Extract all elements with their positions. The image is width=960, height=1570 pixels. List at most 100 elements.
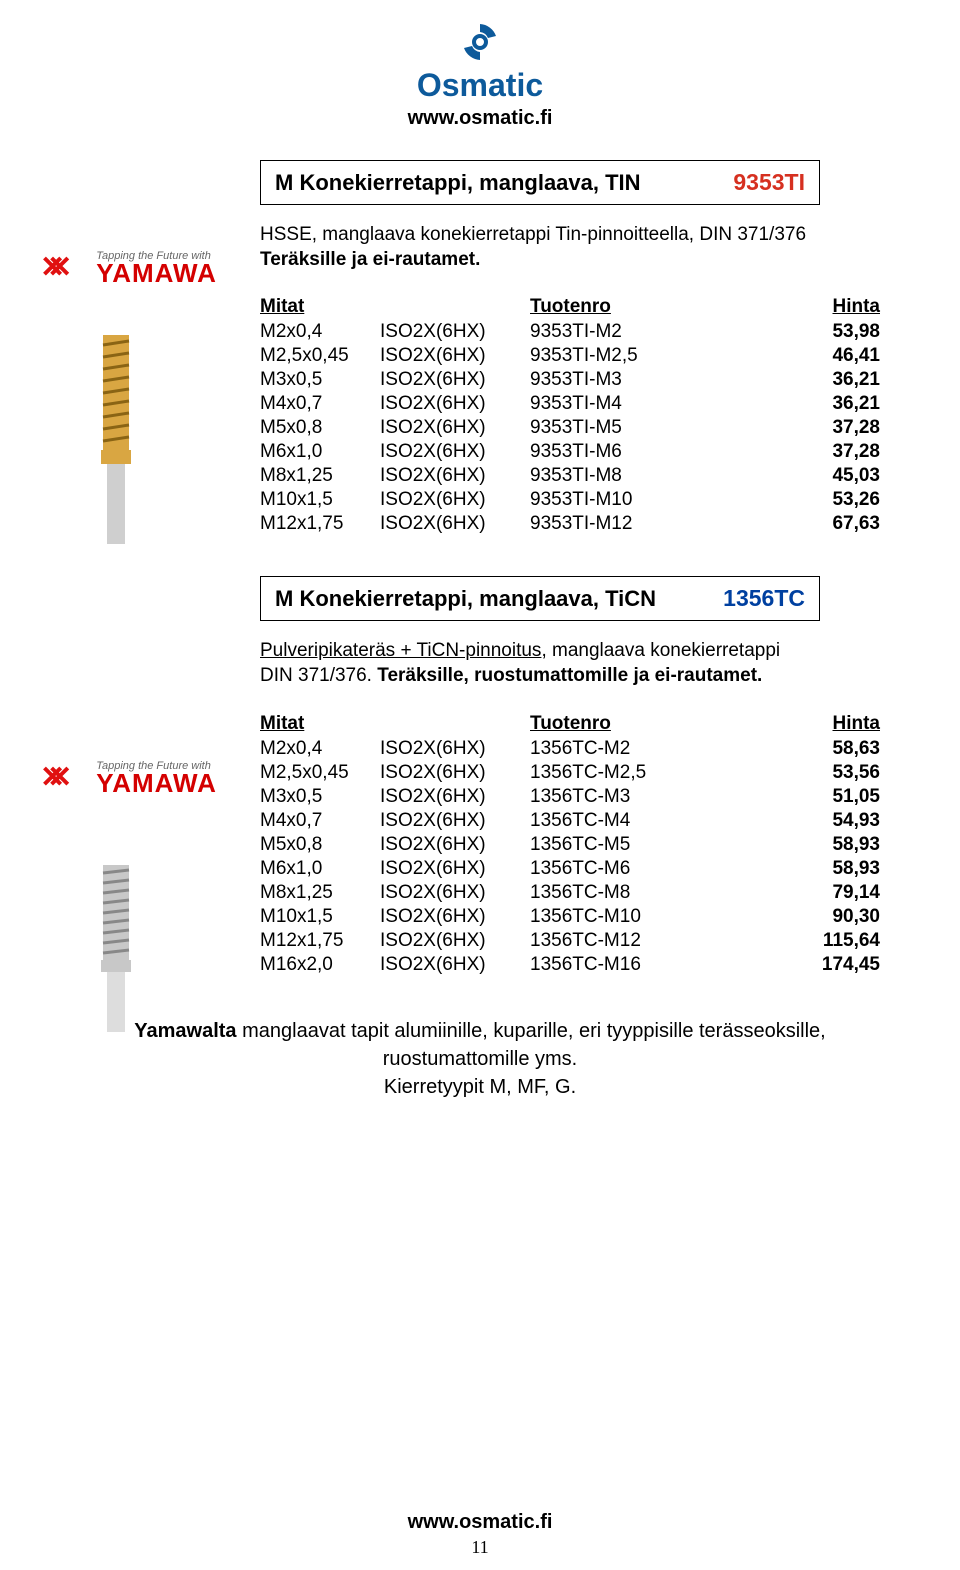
table-cell: M16x2,0 <box>260 953 380 977</box>
table-cell: M5x0,8 <box>260 416 380 440</box>
table-cell: 51,05 <box>720 785 880 809</box>
section1-description: HSSE, manglaava konekierretappi Tin-pinn… <box>260 223 880 272</box>
table-cell: 67,63 <box>720 512 880 536</box>
table-row: M12x1,75ISO2X(6HX)1356TC-M12115,64 <box>260 929 880 953</box>
section2-content: Pulveripikateräs + TiCN-pinnoitus, mangl… <box>260 639 880 976</box>
table-cell: ISO2X(6HX) <box>380 416 530 440</box>
table-cell: 9353TI-M8 <box>530 464 720 488</box>
table-cell: ISO2X(6HX) <box>380 512 530 536</box>
osmatic-swirl-icon <box>458 20 502 64</box>
table-cell: 46,41 <box>720 344 880 368</box>
section2-desc-after: , manglaava konekierretappi <box>541 640 780 661</box>
table-cell: ISO2X(6HX) <box>380 881 530 905</box>
section2-desc-l2a: DIN 371/376. <box>260 665 377 686</box>
table-cell: 1356TC-M2 <box>530 737 720 761</box>
table-cell: 9353TI-M4 <box>530 392 720 416</box>
table-cell: 9353TI-M2,5 <box>530 344 720 368</box>
table-row: M5x0,8ISO2X(6HX)1356TC-M558,93 <box>260 833 880 857</box>
table-header: Hinta <box>720 711 880 737</box>
footer-lead: Yamawalta <box>134 1020 236 1042</box>
table-cell: 1356TC-M3 <box>530 785 720 809</box>
section2-desc-l2b: Teräksille, ruostumattomille ja ei-rauta… <box>377 665 762 686</box>
table-cell: 53,98 <box>720 320 880 344</box>
table-row: M3x0,5ISO2X(6HX)1356TC-M351,05 <box>260 785 880 809</box>
table-cell: 58,93 <box>720 833 880 857</box>
table-cell: 1356TC-M10 <box>530 905 720 929</box>
table-row: M8x1,25ISO2X(6HX)9353TI-M845,03 <box>260 464 880 488</box>
table-cell: M5x0,8 <box>260 833 380 857</box>
section1-title-box: M Konekierretappi, manglaava, TIN 9353TI <box>260 160 820 205</box>
table-header <box>380 711 530 737</box>
table-cell: M2,5x0,45 <box>260 344 380 368</box>
table-cell: ISO2X(6HX) <box>380 464 530 488</box>
table-row: M2x0,4ISO2X(6HX)1356TC-M258,63 <box>260 737 880 761</box>
table-header: Tuotenro <box>530 711 720 737</box>
table-row: M12x1,75ISO2X(6HX)9353TI-M1267,63 <box>260 512 880 536</box>
yamawa-brand: YAMAWA <box>96 262 217 285</box>
table-cell: 79,14 <box>720 881 880 905</box>
yamawa-logo-1: ✕✕ Tapping the Future with YAMAWA <box>40 250 250 285</box>
table-header <box>380 294 530 320</box>
table-cell: 174,45 <box>720 953 880 977</box>
table-header: Tuotenro <box>530 294 720 320</box>
table-cell: ISO2X(6HX) <box>380 929 530 953</box>
table-cell: 1356TC-M5 <box>530 833 720 857</box>
table-cell: M2x0,4 <box>260 320 380 344</box>
table-row: M10x1,5ISO2X(6HX)1356TC-M1090,30 <box>260 905 880 929</box>
table-cell: ISO2X(6HX) <box>380 320 530 344</box>
table-cell: 9353TI-M3 <box>530 368 720 392</box>
table-cell: M8x1,25 <box>260 881 380 905</box>
table-cell: 9353TI-M10 <box>530 488 720 512</box>
table-row: M10x1,5ISO2X(6HX)9353TI-M1053,26 <box>260 488 880 512</box>
table-cell: M6x1,0 <box>260 857 380 881</box>
footer-note: Yamawalta manglaavat tapit alumiinille, … <box>70 1017 890 1101</box>
osmatic-brand-text: Osmatic <box>70 69 890 101</box>
yamawa-symbol-icon: ✕✕ <box>40 250 90 285</box>
header-logo: Osmatic <box>70 20 890 101</box>
table-cell: ISO2X(6HX) <box>380 833 530 857</box>
table-cell: 54,93 <box>720 809 880 833</box>
section2-code: 1356TC <box>723 585 805 612</box>
table-cell: 1356TC-M16 <box>530 953 720 977</box>
table-cell: M8x1,25 <box>260 464 380 488</box>
table-cell: M10x1,5 <box>260 488 380 512</box>
table-row: M5x0,8ISO2X(6HX)9353TI-M537,28 <box>260 416 880 440</box>
table-cell: ISO2X(6HX) <box>380 440 530 464</box>
table-row: M4x0,7ISO2X(6HX)9353TI-M436,21 <box>260 392 880 416</box>
section2-table: Mitat Tuotenro Hinta M2x0,4ISO2X(6HX)135… <box>260 711 880 977</box>
table-cell: ISO2X(6HX) <box>380 905 530 929</box>
table-cell: ISO2X(6HX) <box>380 953 530 977</box>
table-cell: 53,56 <box>720 761 880 785</box>
site-url-top: www.osmatic.fi <box>70 107 890 130</box>
table-header: Mitat <box>260 294 380 320</box>
table-cell: M10x1,5 <box>260 905 380 929</box>
table-cell: M4x0,7 <box>260 392 380 416</box>
section1-content: HSSE, manglaava konekierretappi Tin-pinn… <box>260 223 880 536</box>
section1-desc-line2: Teräksille ja ei-rautamet. <box>260 249 480 270</box>
table-cell: 90,30 <box>720 905 880 929</box>
table-cell: 1356TC-M4 <box>530 809 720 833</box>
section1-title: M Konekierretappi, manglaava, TIN <box>275 170 641 196</box>
table-cell: 37,28 <box>720 416 880 440</box>
table-cell: 36,21 <box>720 392 880 416</box>
table-cell: 9353TI-M6 <box>530 440 720 464</box>
table-cell: M12x1,75 <box>260 512 380 536</box>
table-header: Hinta <box>720 294 880 320</box>
table-cell: M12x1,75 <box>260 929 380 953</box>
table-cell: ISO2X(6HX) <box>380 344 530 368</box>
table-row: M2x0,4ISO2X(6HX)9353TI-M253,98 <box>260 320 880 344</box>
table-cell: ISO2X(6HX) <box>380 392 530 416</box>
yamawa-symbol-icon: ✕✕ <box>40 760 90 795</box>
table-cell: 1356TC-M8 <box>530 881 720 905</box>
section2-title-box: M Konekierretappi, manglaava, TiCN 1356T… <box>260 576 820 621</box>
section2-title: M Konekierretappi, manglaava, TiCN <box>275 586 656 612</box>
table-cell: M3x0,5 <box>260 368 380 392</box>
table-header: Mitat <box>260 711 380 737</box>
table-cell: 37,28 <box>720 440 880 464</box>
page-number: 11 <box>0 1537 960 1558</box>
table-cell: 1356TC-M6 <box>530 857 720 881</box>
table-cell: ISO2X(6HX) <box>380 809 530 833</box>
table-cell: M2,5x0,45 <box>260 761 380 785</box>
table-cell: 53,26 <box>720 488 880 512</box>
table-cell: 9353TI-M12 <box>530 512 720 536</box>
